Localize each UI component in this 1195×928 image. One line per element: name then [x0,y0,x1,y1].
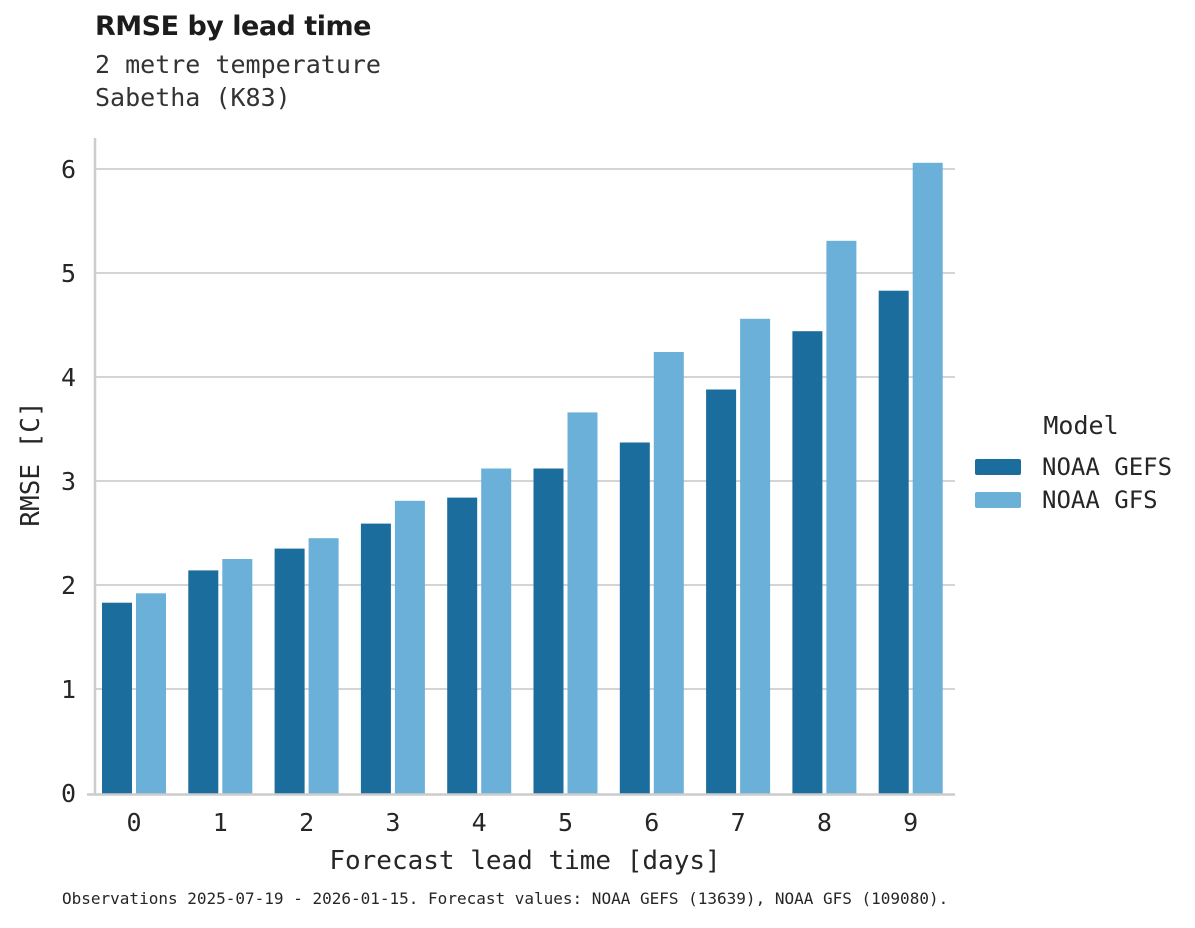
bar-noaa-gefs-day-7 [706,389,737,794]
y-axis-label: RMSE [C] [16,401,46,527]
bar-noaa-gefs-day-8 [792,331,823,794]
bar-noaa-gfs-day-2 [308,538,339,794]
legend-entry-noaa-gefs: NOAA GEFS [975,450,1187,483]
y-tick-label-2: 2 [61,571,76,600]
bar-noaa-gfs-day-0 [136,593,166,794]
bar-noaa-gefs-day-4 [447,497,478,794]
chart-subtitle-station: Sabetha (K83) [95,83,291,112]
y-tick-label-5: 5 [61,259,76,288]
y-tick-label-1: 1 [61,675,76,704]
legend: Model NOAA GEFS NOAA GFS [975,411,1187,516]
bar-noaa-gfs-day-5 [567,412,598,794]
chart-header: RMSE by lead time 2 metre temperature Sa… [95,12,381,114]
legend-title: Model [1043,411,1119,440]
y-tick-label-3: 3 [61,467,76,496]
bar-noaa-gefs-day-1 [188,570,219,794]
x-axis-label: Forecast lead time [days] [329,846,721,876]
legend-label-noaa-gefs: NOAA GEFS [1042,452,1173,481]
legend-entry-noaa-gfs: NOAA GFS [975,483,1187,516]
x-tick-label-6: 6 [644,808,659,837]
chart-subtitle-variable: 2 metre temperature [95,50,381,79]
bar-noaa-gfs-day-7 [740,318,771,794]
bar-noaa-gefs-day-2 [274,548,305,794]
legend-swatch-noaa-gefs [975,458,1021,475]
caption: Observations 2025-07-19 - 2026-01-15. Fo… [62,889,949,908]
bar-noaa-gefs-day-6 [619,442,650,794]
bar-noaa-gfs-day-9 [912,162,943,795]
bar-noaa-gfs-day-8 [826,240,857,795]
y-tick-label-0: 0 [61,779,76,808]
x-tick-label-8: 8 [817,808,832,837]
bar-noaa-gefs-day-0 [102,602,132,794]
x-tick-label-2: 2 [299,808,314,837]
bar-noaa-gefs-day-5 [533,468,564,794]
x-tick-label-0: 0 [126,808,141,837]
x-tick-label-1: 1 [213,808,228,837]
chart-title: RMSE by lead time [95,11,371,42]
bar-noaa-gfs-day-6 [653,352,684,794]
bar-noaa-gefs-day-3 [360,523,391,794]
x-tick-label-4: 4 [472,808,487,837]
x-tick-label-3: 3 [385,808,400,837]
x-tick-label-9: 9 [903,808,918,837]
legend-label-noaa-gfs: NOAA GFS [1042,485,1158,514]
bar-noaa-gefs-day-9 [878,290,909,794]
bar-noaa-gfs-day-4 [481,468,512,794]
y-tick-label-6: 6 [61,155,76,184]
y-tick-label-4: 4 [61,363,76,392]
bar-noaa-gfs-day-3 [394,500,425,794]
x-tick-label-7: 7 [731,808,746,837]
legend-swatch-noaa-gfs [975,491,1021,508]
x-tick-label-5: 5 [558,808,573,837]
bar-noaa-gfs-day-1 [222,559,253,794]
